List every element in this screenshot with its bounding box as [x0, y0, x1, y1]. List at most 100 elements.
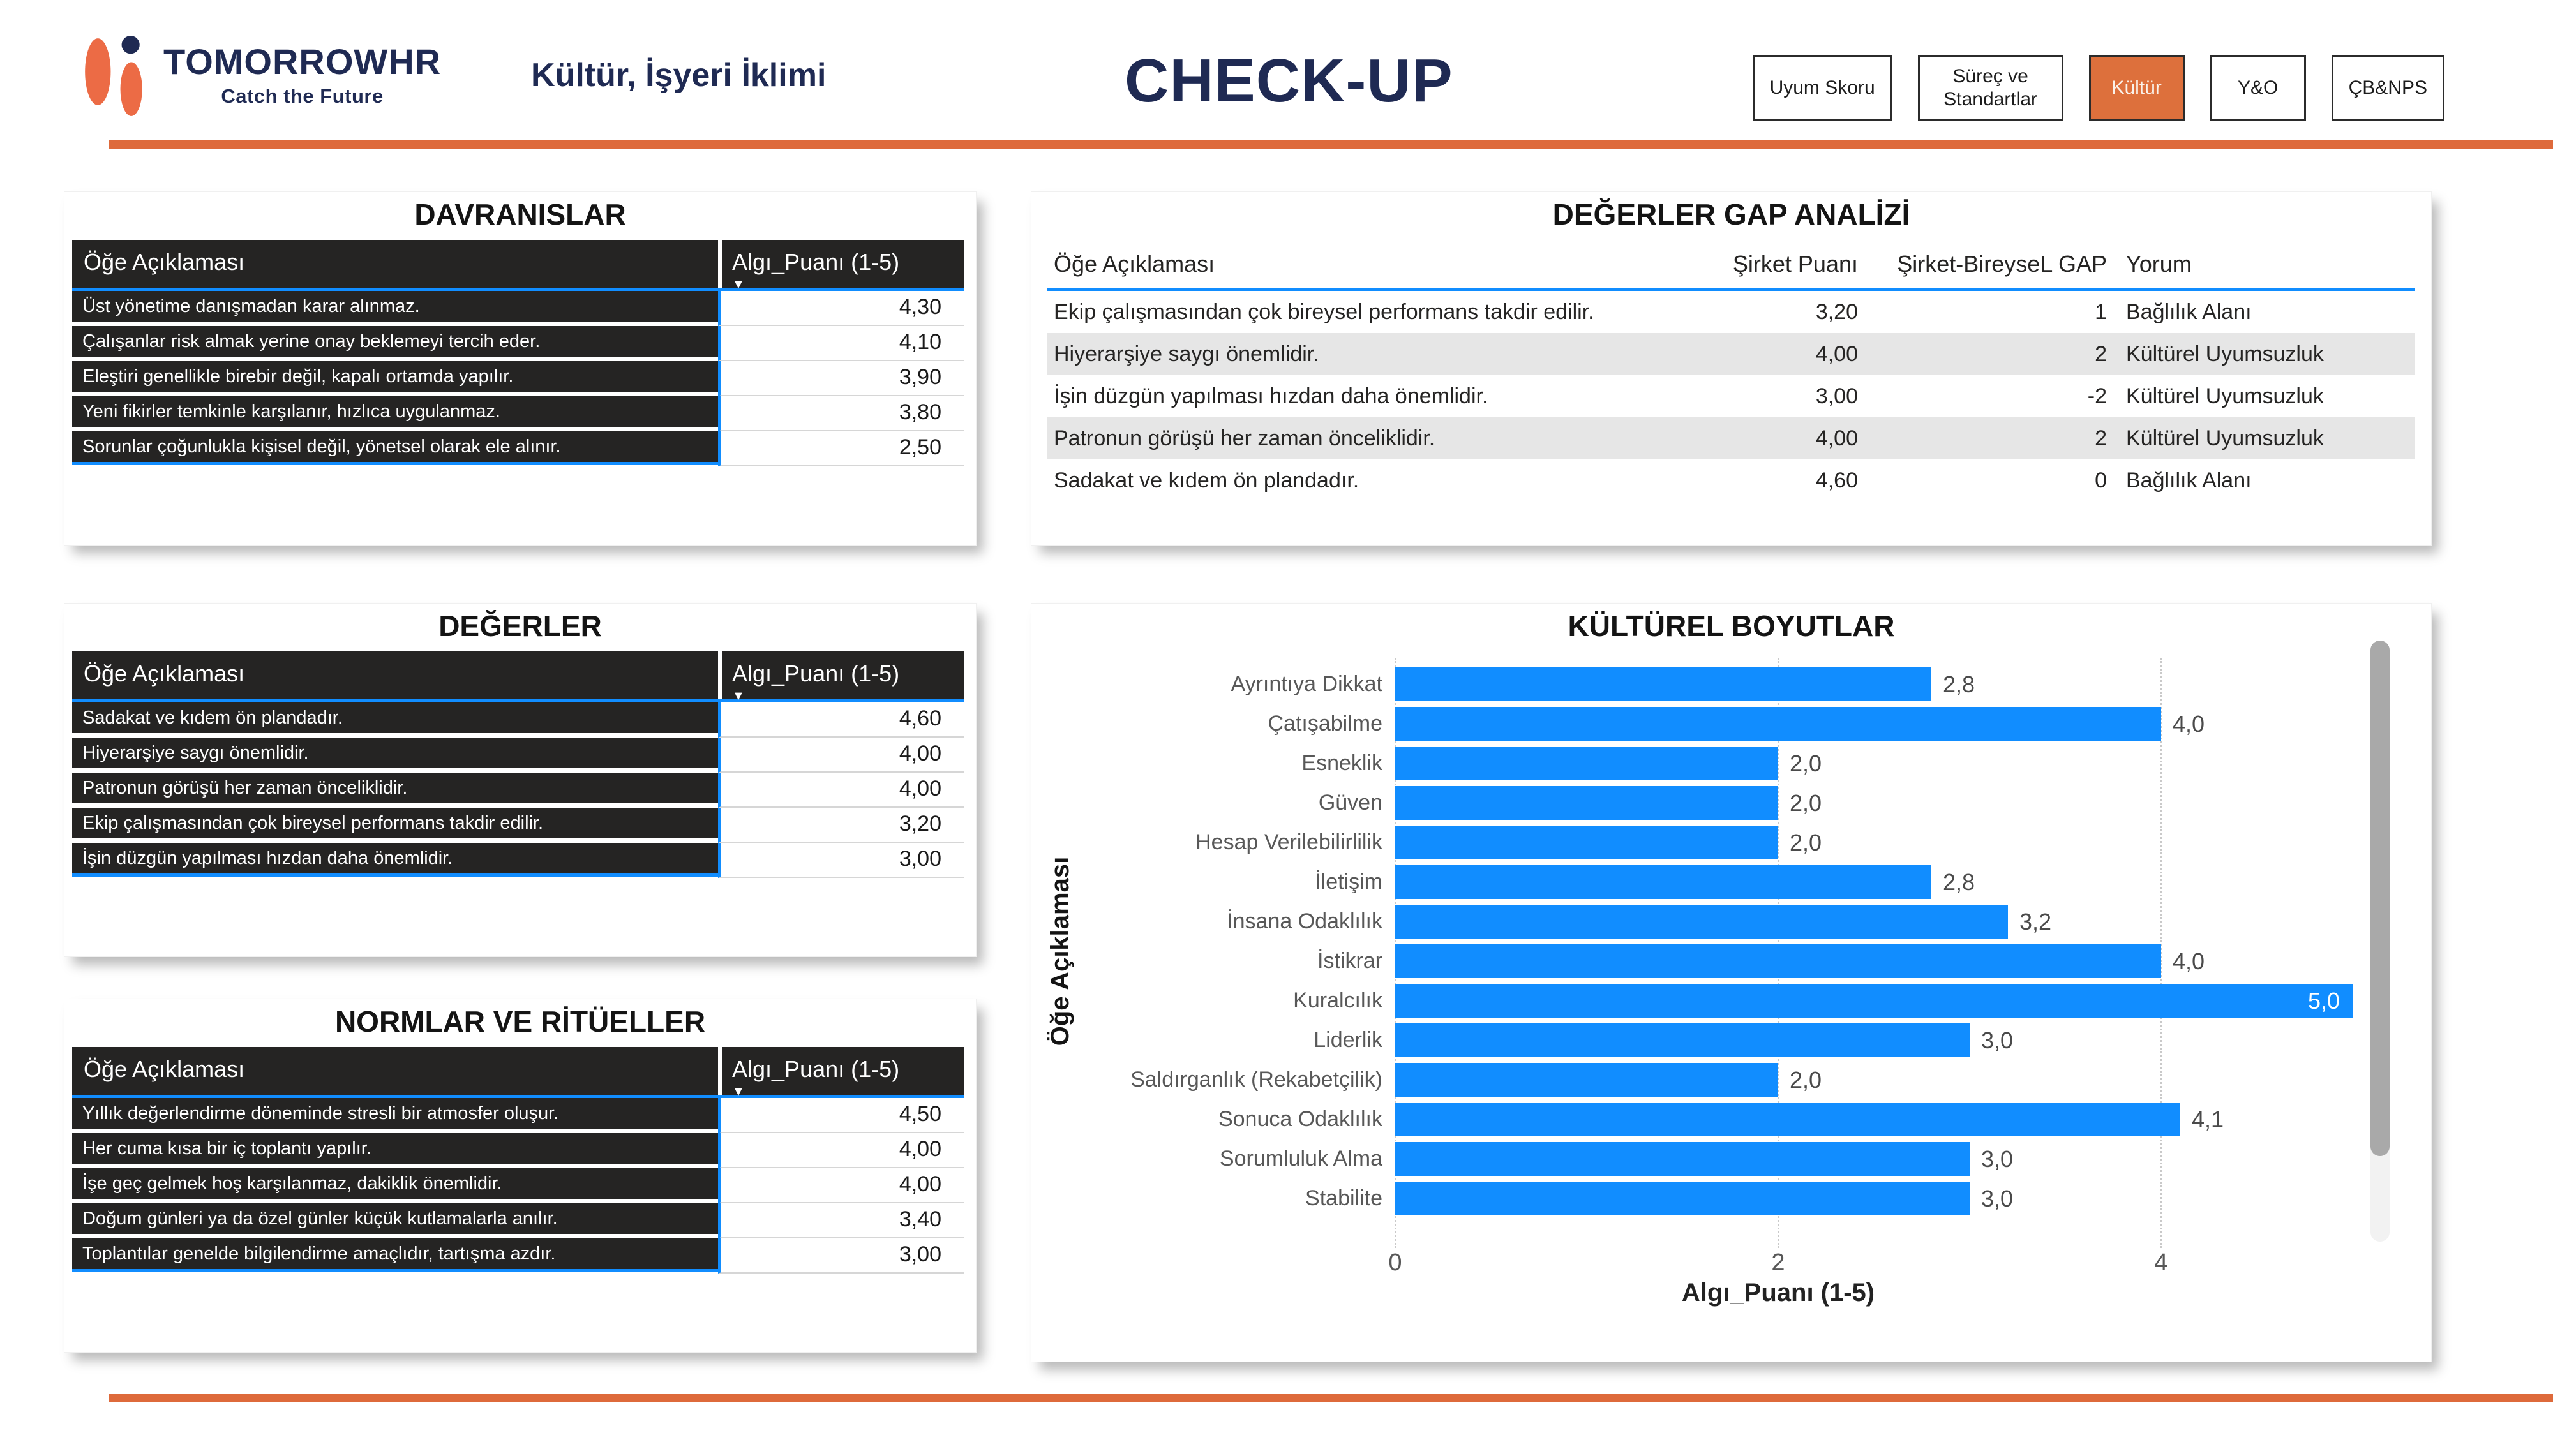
item-label: Patronun görüşü her zaman önceliklidir.	[1054, 426, 1435, 450]
item-label: Sorunlar çoğunlukla kişisel değil, yönet…	[72, 431, 718, 462]
item-score: 3,00	[718, 1238, 964, 1274]
table-row: Üst yönetime danışmadan karar alınmaz. 4,…	[72, 291, 964, 326]
sirket-puani: 4,60	[1815, 468, 1858, 493]
item-score: 4,00	[718, 1133, 964, 1168]
bar-value-label: 2,0	[1790, 790, 1822, 816]
gap-value: 2	[2095, 341, 2107, 366]
item-score: 3,80	[718, 396, 964, 431]
footer-divider	[109, 1394, 2553, 1402]
item-label: Eleştiri genellikle birebir değil, kapal…	[72, 361, 718, 392]
table-row: Patronun görüşü her zaman önceliklidir. 4…	[72, 773, 964, 808]
column-header-item: Öğe Açıklaması	[72, 1047, 718, 1095]
bar-value-label: 4,0	[2173, 711, 2205, 737]
normlar-table: Öğe Açıklaması Algı_Puanı (1-5) ▼ Yıllık…	[72, 1047, 964, 1274]
header-divider	[109, 140, 2553, 149]
item-label: Ekip çalışmasından çok bireysel performa…	[1054, 299, 1594, 324]
item-score: 3,00	[718, 843, 964, 878]
bar-esneklik[interactable]	[1395, 747, 1778, 780]
bar-saldırganlık-rekabetçilik-[interactable]	[1395, 1063, 1778, 1097]
sort-desc-icon: ▼	[732, 278, 745, 292]
category-label: Esneklik	[1301, 751, 1382, 775]
nav-button-s-re-ve-standartlar[interactable]: Süreç ve Standartlar	[1917, 55, 2063, 121]
table-row: Toplantılar genelde bilgilendirme amaçlı…	[72, 1238, 964, 1274]
davranislar-table: Öğe Açıklaması Algı_Puanı (1-5) ▼ Üst yö…	[72, 240, 964, 466]
sirket-puani: 4,00	[1815, 426, 1858, 450]
bar-ayrıntıya-dikkat[interactable]	[1395, 667, 1931, 701]
bar-value-label: 4,1	[2192, 1106, 2224, 1133]
table-row: Sadakat ve kıdem ön plandadır. 4,60	[72, 702, 964, 738]
table-row: İşe geç gelmek hoş karşılanmaz, dakiklik…	[72, 1168, 964, 1203]
category-label: İletişim	[1315, 870, 1382, 894]
bar-chart: Öğe Açıklaması Algı_Puanı (1-5) 0 2 4 Ayrın…	[1031, 604, 2431, 1362]
category-label: Stabilite	[1305, 1186, 1382, 1210]
nav-button-uyum-skoru[interactable]: Uyum Skoru	[1752, 55, 1892, 121]
sort-desc-icon: ▼	[732, 689, 745, 703]
panel-title: NORMLAR VE RİTÜELLER	[334, 1005, 706, 1038]
category-label: İnsana Odaklılık	[1227, 909, 1382, 933]
yorum-label: Kültürel Uyumsuzluk	[2126, 383, 2324, 408]
nav-button-y-o[interactable]: Y&O	[2210, 55, 2306, 121]
bar-i-stikrar[interactable]	[1395, 944, 2161, 978]
table-row: Doğum günleri ya da özel günler küçük ku…	[72, 1203, 964, 1238]
category-label: Hesap Verilebilirlilik	[1195, 830, 1382, 854]
table-row: Patronun görüşü her zaman önceliklidir. 4…	[1047, 417, 2415, 459]
item-score: 4,00	[718, 1168, 964, 1203]
chart-scrollbar[interactable]	[2370, 641, 2390, 1242]
brand-tagline: Catch the Future	[221, 85, 384, 107]
bar-güven[interactable]	[1395, 786, 1778, 820]
item-label: Patronun görüşü her zaman önceliklidir.	[72, 773, 718, 803]
nav-button--b-nps[interactable]: ÇB&NPS	[2331, 55, 2444, 121]
item-score: 4,30	[718, 291, 964, 326]
item-score: 4,50	[718, 1098, 964, 1133]
degerler-table: Öğe Açıklaması Algı_Puanı (1-5) ▼ Sadaka…	[72, 651, 964, 878]
item-score: 4,00	[718, 773, 964, 808]
nav-button-k-lt-r[interactable]: Kültür	[2088, 55, 2185, 121]
bar-çatışabilme[interactable]	[1395, 707, 2161, 741]
item-label: Sadakat ve kıdem ön plandadır.	[72, 702, 718, 733]
bar-value-label: 3,0	[1981, 1146, 2014, 1172]
table-row: Yeni fikirler temkinle karşılanır, hızlı…	[72, 396, 964, 431]
panel-degerler: DEĞERLER Öğe Açıklaması Algı_Puanı (1-5)…	[64, 603, 977, 957]
yorum-label: Bağlılık Alanı	[2126, 468, 2252, 493]
column-header-gap[interactable]: Şirket-BireyseL GAP	[1897, 251, 2107, 277]
bar-sonuca-odaklılık[interactable]	[1395, 1103, 2180, 1136]
category-label: Güven	[1318, 791, 1382, 815]
item-label: Ekip çalışmasından çok bireysel performa…	[72, 808, 718, 838]
bar-kuralcılık[interactable]	[1395, 984, 2353, 1018]
table-row: Her cuma kısa bir iç toplantı yapılır. 4,…	[72, 1133, 964, 1168]
item-score: 4,00	[718, 738, 964, 773]
column-header-item[interactable]: Öğe Açıklaması	[1054, 251, 1215, 277]
bar-value-label: 3,2	[2019, 909, 2052, 935]
bar-hesap-verilebilirlilik[interactable]	[1395, 826, 1778, 859]
app-logo: TOMORROWHR Catch the Future	[82, 26, 441, 119]
report-page-nav: Uyum Skoru Süreç ve Standartlar Kültür Y&O Ç…	[1752, 55, 2444, 121]
gap-value: 2	[2095, 426, 2107, 450]
yorum-label: Kültürel Uyumsuzluk	[2126, 426, 2324, 450]
category-label: Liderlik	[1314, 1028, 1382, 1052]
item-label: Hiyerarşiye saygı önemlidir.	[1054, 341, 1319, 366]
bar-stabilite[interactable]	[1395, 1182, 1970, 1215]
bar-value-label: 2,8	[1943, 671, 1975, 697]
item-label: İşin düzgün yapılması hızdan daha önemli…	[1054, 383, 1488, 408]
column-header-sirket[interactable]: Şirket Puanı	[1732, 251, 1858, 277]
bar-i-letişim[interactable]	[1395, 865, 1931, 899]
column-header-score[interactable]: Algı_Puanı (1-5) ▼	[722, 651, 964, 703]
table-row: Hiyerarşiye saygı önemlidir. 4,00 2 Kültüre…	[1047, 333, 2415, 375]
sirket-puani: 3,20	[1815, 299, 1858, 324]
bar-sorumluluk-alma[interactable]	[1395, 1142, 1970, 1176]
x-tick-label: 2	[1771, 1249, 1785, 1276]
column-header-score[interactable]: Algı_Puanı (1-5) ▼	[722, 240, 964, 292]
item-score: 3,40	[718, 1203, 964, 1238]
bar-i-nsana-odaklılık[interactable]	[1395, 905, 2008, 939]
chart-scrollbar-thumb[interactable]	[2370, 641, 2390, 1156]
column-header-item: Öğe Açıklaması	[72, 240, 718, 288]
table-row: Sadakat ve kıdem ön plandadır. 4,60 0 Bağlı…	[1047, 459, 2415, 501]
category-label: Ayrıntıya Dikkat	[1231, 672, 1382, 696]
bar-liderlik[interactable]	[1395, 1023, 1970, 1057]
column-header-score[interactable]: Algı_Puanı (1-5) ▼	[722, 1047, 964, 1099]
sort-desc-icon: ▼	[732, 1085, 745, 1099]
column-header-yorum[interactable]: Yorum	[2126, 251, 2192, 277]
bar-value-label: 2,8	[1943, 869, 1975, 895]
table-row: Ekip çalışmasından çok bireysel performa…	[1047, 291, 2415, 333]
panel-title: DEĞERLER	[438, 609, 602, 643]
